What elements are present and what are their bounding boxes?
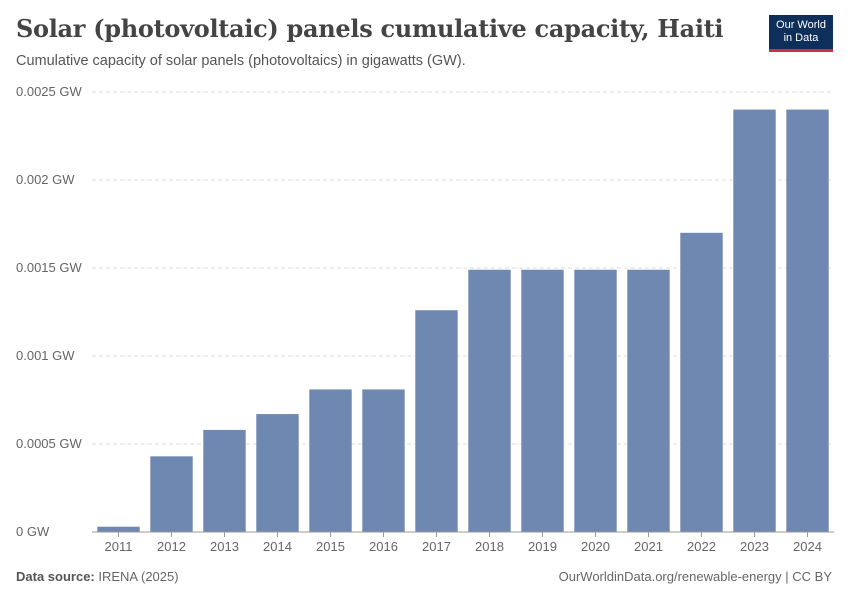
x-tick-label: 2012 bbox=[157, 539, 186, 554]
y-tick-label: 0.0005 GW bbox=[16, 436, 82, 451]
x-tick-label: 2014 bbox=[263, 539, 292, 554]
logo-line-2: in Data bbox=[783, 32, 819, 44]
bar bbox=[574, 269, 617, 532]
chart-subtitle: Cumulative capacity of solar panels (pho… bbox=[16, 53, 466, 69]
bar bbox=[256, 414, 299, 532]
x-tick-label: 2017 bbox=[422, 539, 451, 554]
chart-title: Solar (photovoltaic) panels cumulative c… bbox=[16, 14, 724, 43]
bar bbox=[203, 429, 246, 532]
x-tick-label: 2023 bbox=[740, 539, 769, 554]
x-tick-label: 2020 bbox=[581, 539, 610, 554]
y-tick-label: 0.002 GW bbox=[16, 172, 75, 187]
x-tick-label: 2015 bbox=[316, 539, 345, 554]
bar bbox=[733, 109, 776, 532]
y-tick-label: 0.0015 GW bbox=[16, 260, 82, 275]
bar bbox=[309, 389, 352, 532]
bar bbox=[521, 269, 564, 532]
x-tick-label: 2016 bbox=[369, 539, 398, 554]
logo-line-1: Our World bbox=[776, 19, 826, 31]
bar bbox=[150, 456, 193, 532]
x-tick-label: 2024 bbox=[793, 539, 822, 554]
x-tick-label: 2019 bbox=[528, 539, 557, 554]
bar bbox=[415, 310, 458, 532]
bar bbox=[786, 109, 829, 532]
data-source-value[interactable]: IRENA (2025) bbox=[98, 569, 179, 584]
bar bbox=[362, 389, 405, 532]
y-tick-label: 0.001 GW bbox=[16, 348, 75, 363]
data-source: Data source: IRENA (2025) bbox=[16, 569, 179, 584]
y-tick-label: 0.0025 GW bbox=[16, 84, 82, 99]
x-tick-label: 2018 bbox=[475, 539, 504, 554]
data-source-label: Data source: bbox=[16, 569, 95, 584]
bar bbox=[627, 269, 670, 532]
bar bbox=[680, 232, 723, 533]
x-tick-label: 2021 bbox=[634, 539, 663, 554]
source-url[interactable]: OurWorldinData.org/renewable-energy | CC… bbox=[558, 569, 832, 584]
owid-logo[interactable]: Our World in Data bbox=[769, 15, 833, 52]
x-tick-label: 2011 bbox=[105, 539, 133, 554]
y-tick-label: 0 GW bbox=[16, 524, 50, 539]
bar bbox=[468, 269, 511, 532]
x-tick-label: 2022 bbox=[687, 539, 716, 554]
x-tick-label: 2013 bbox=[210, 539, 239, 554]
bar bbox=[97, 526, 140, 532]
